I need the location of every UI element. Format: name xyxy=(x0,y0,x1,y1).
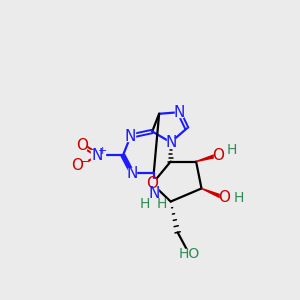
Text: O: O xyxy=(71,158,83,173)
Bar xyxy=(92,150,105,161)
Text: H: H xyxy=(233,191,244,205)
Bar xyxy=(167,138,175,147)
Bar xyxy=(220,193,228,202)
Bar xyxy=(127,131,134,141)
Text: −: − xyxy=(80,157,89,166)
Text: H: H xyxy=(157,197,167,211)
Bar xyxy=(235,193,242,202)
Bar xyxy=(141,199,149,208)
Bar xyxy=(183,249,196,259)
Polygon shape xyxy=(202,188,224,199)
Text: N: N xyxy=(92,148,103,163)
Text: H: H xyxy=(140,197,151,211)
Text: O: O xyxy=(212,148,224,163)
Text: O: O xyxy=(76,138,88,153)
Text: N: N xyxy=(125,129,136,144)
Text: +: + xyxy=(98,146,108,157)
Bar xyxy=(70,160,87,170)
Bar xyxy=(228,145,236,154)
Text: N: N xyxy=(165,135,176,150)
Text: HO: HO xyxy=(178,247,200,261)
Bar xyxy=(150,188,158,198)
Bar xyxy=(128,168,136,178)
Bar xyxy=(78,141,86,150)
Text: N: N xyxy=(148,186,159,201)
Bar xyxy=(158,199,166,208)
Text: O: O xyxy=(218,190,230,205)
Text: H: H xyxy=(227,143,238,157)
Bar xyxy=(214,151,221,160)
Polygon shape xyxy=(196,154,218,161)
Text: N: N xyxy=(173,105,185,120)
Text: O: O xyxy=(146,176,158,191)
Bar xyxy=(175,108,183,117)
Bar xyxy=(148,179,156,188)
Text: N: N xyxy=(127,166,138,181)
